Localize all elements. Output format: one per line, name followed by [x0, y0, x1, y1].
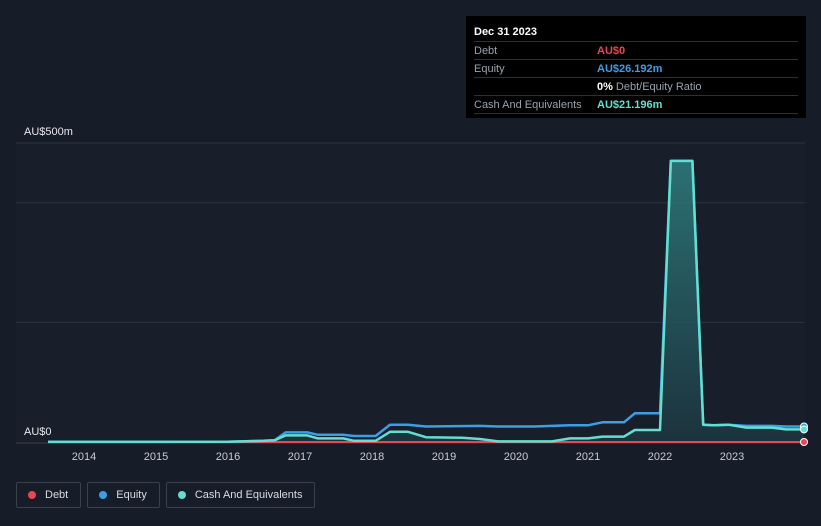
y-tick-label: AU$500m	[24, 126, 73, 138]
tooltip-value: AU$26.192m	[597, 62, 663, 75]
legend-label: Debt	[45, 489, 69, 501]
x-tick-label: 2014	[72, 451, 96, 463]
legend-item-cash[interactable]: Cash And Equivalents	[165, 482, 316, 508]
tooltip-date: Dec 31 2023	[474, 26, 537, 38]
tooltip-value: AU$0	[597, 44, 626, 57]
legend-item-equity[interactable]: Equity	[87, 482, 160, 508]
x-tick-label: 2023	[720, 451, 744, 463]
x-tick-label: 2019	[432, 451, 456, 463]
x-tick-label: 2015	[144, 451, 168, 463]
debt-end-marker	[800, 438, 808, 446]
y-tick-label: AU$0	[24, 426, 52, 438]
tooltip-row-ratio: 0% Debt/Equity Ratio	[474, 77, 798, 95]
cash-line	[47, 159, 804, 444]
legend: Debt Equity Cash And Equivalents	[16, 482, 316, 508]
x-tick-label: 2016	[216, 451, 240, 463]
x-tick-label: 2022	[648, 451, 672, 463]
x-tick-label: 2017	[288, 451, 312, 463]
legend-label: Cash And Equivalents	[194, 489, 303, 501]
legend-dot-cash	[177, 491, 186, 499]
x-tick-label: 2021	[576, 451, 600, 463]
tooltip-label: Debt	[474, 44, 498, 57]
tooltip-value-suffix: Debt/Equity Ratio	[615, 80, 702, 93]
tooltip-panel: Dec 31 2023 Debt AU$0 Equity AU$26.192m …	[466, 16, 806, 118]
tooltip-label: Cash And Equivalents	[474, 98, 582, 111]
tooltip-row-debt: Debt AU$0	[474, 41, 798, 59]
legend-label: Equity	[116, 489, 147, 501]
tooltip-row-equity: Equity AU$26.192m	[474, 59, 798, 77]
tooltip-value: AU$21.196m	[597, 98, 663, 111]
legend-item-debt[interactable]: Debt	[16, 482, 82, 508]
x-tick-label: 2018	[360, 451, 384, 463]
x-tick-label: 2020	[504, 451, 528, 463]
legend-dot-debt	[28, 491, 36, 499]
tooltip-label: Equity	[474, 62, 505, 75]
cash-end-marker	[800, 425, 808, 434]
legend-dot-equity	[99, 491, 108, 499]
chart: AU$500m AU$0 2014 2015 2016 2017 2018 2019 2020 2…	[16, 126, 808, 463]
tooltip-row-cash: Cash And Equivalents AU$21.196m	[474, 95, 798, 114]
tooltip-value: 0%	[597, 80, 613, 93]
